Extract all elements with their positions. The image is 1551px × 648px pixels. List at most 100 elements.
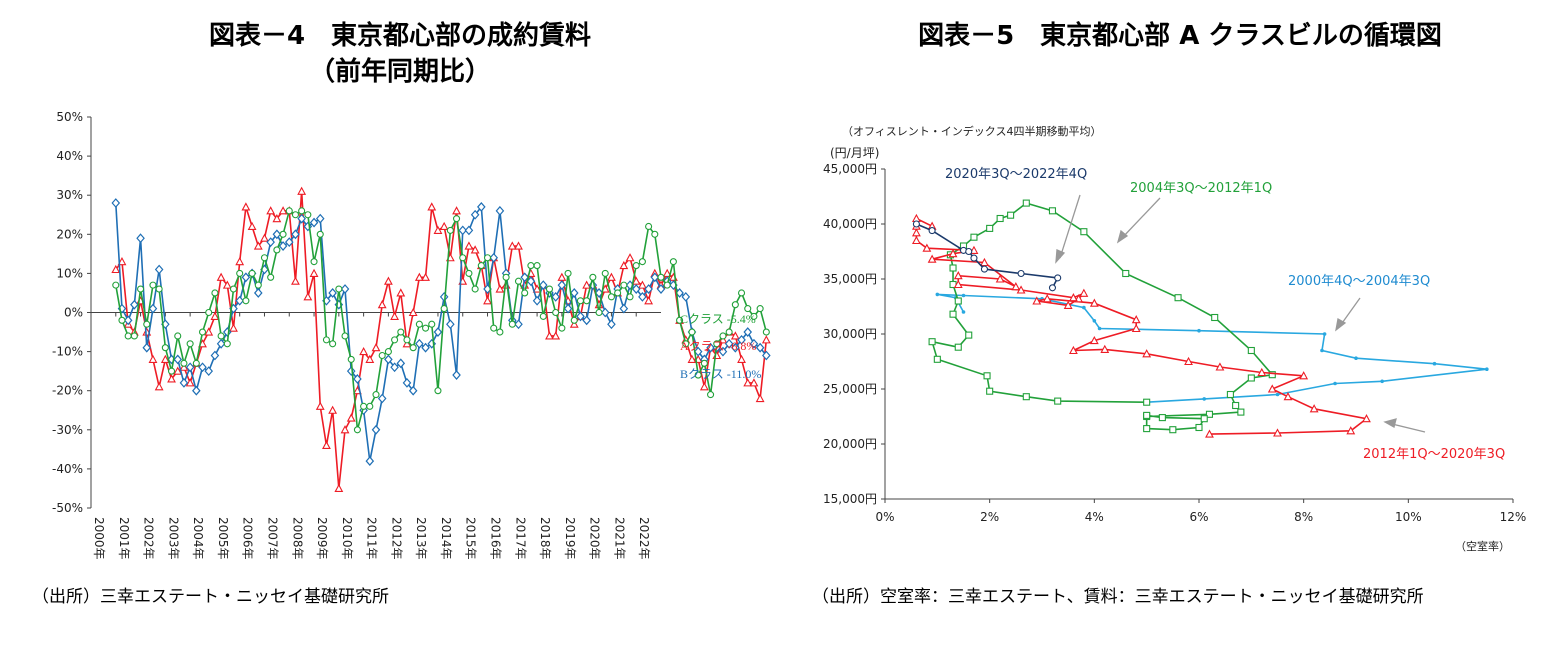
- left-series-2-point: [477, 202, 486, 212]
- left-y-tick-label: 50%: [56, 110, 83, 124]
- left-series-2-point: [551, 291, 560, 302]
- left-series-2-point: [402, 377, 412, 388]
- right-series-3-point: [1089, 298, 1099, 307]
- right-chart-subtitle: （オフィスレント・インデックス4四半期移動平均）: [842, 124, 1101, 138]
- left-series-3-point: [570, 316, 578, 324]
- annotation-2004-2012: 2004年3Q～2012年1Q: [1130, 181, 1272, 196]
- left-series-3-point: [192, 359, 200, 367]
- left-series-1-point: [408, 307, 418, 317]
- right-x-tick-label: 8%: [1294, 510, 1313, 524]
- left-series-3-point: [347, 355, 355, 363]
- left-series-1-point: [315, 401, 325, 410]
- left-x-tick-label: 2014年: [439, 517, 453, 560]
- left-series-3-point: [496, 328, 504, 336]
- left-series-3-point: [335, 285, 343, 293]
- left-series-3-point: [725, 328, 733, 336]
- left-series-2-point: [594, 288, 604, 298]
- left-series-3-point: [756, 305, 764, 313]
- left-series-1-point: [260, 233, 269, 242]
- left-series-1-point: [322, 440, 331, 449]
- right-series-1-point: [961, 310, 966, 314]
- left-series-2-point: [433, 327, 443, 337]
- left-series-2-point: [520, 272, 529, 283]
- left-series-1-point: [365, 354, 375, 363]
- right-y-tick-label: 25,000円: [823, 382, 877, 396]
- left-series-3-point: [750, 312, 758, 320]
- left-series-2-point: [576, 311, 585, 322]
- right-x-tick-label: 6%: [1189, 510, 1208, 524]
- right-series-2-point: [1122, 269, 1130, 278]
- right-chart-ylabel: (円/月坪): [830, 146, 879, 160]
- right-x-tick-label: 4%: [1085, 510, 1104, 524]
- left-series-3-point: [645, 222, 653, 231]
- left-series-2-point: [489, 252, 499, 263]
- left-y-tick-label: -40%: [52, 462, 83, 476]
- right-series-2-point: [983, 372, 991, 380]
- left-series-2-point: [123, 315, 133, 326]
- left-series-3-point: [657, 273, 665, 281]
- right-x-tick-label: 12%: [1500, 510, 1527, 524]
- left-series-1-point: [253, 241, 263, 250]
- left-series-2-point: [210, 350, 220, 361]
- left-series-3-point: [130, 332, 138, 340]
- left-series-3-point: [273, 246, 281, 254]
- right-series-3-point: [953, 271, 963, 280]
- left-series-3-point: [632, 262, 640, 270]
- left-series-2-point: [563, 303, 573, 314]
- left-series-3-point: [167, 367, 176, 375]
- right-series-2-point: [1143, 411, 1151, 419]
- right-series-3-point: [1068, 345, 1078, 355]
- left-x-tick-label: 2000年: [92, 517, 106, 560]
- left-series-1-point: [464, 241, 474, 250]
- left-series-1-point: [272, 213, 282, 223]
- left-series-1-point: [687, 354, 697, 363]
- left-series-2-point: [198, 362, 207, 373]
- left-series-2-point: [192, 385, 201, 396]
- right-series-3-point: [1089, 335, 1099, 345]
- left-series-3-point: [205, 308, 213, 317]
- right-series-3-point: [1042, 294, 1052, 303]
- right-series-1-point: [1275, 392, 1280, 397]
- left-series-3-point: [533, 262, 541, 270]
- left-series-1-point: [340, 425, 350, 434]
- right-series-2-point: [1158, 414, 1166, 422]
- left-series-end-label-2: Bクラス -11.0%: [680, 367, 761, 381]
- left-x-tick-label: 2010年: [340, 517, 354, 560]
- left-series-3-point: [459, 254, 467, 262]
- left-series-2-point: [582, 315, 591, 326]
- left-series-2-point: [762, 350, 771, 361]
- right-series-3-point: [1032, 296, 1042, 305]
- left-series-1-point: [185, 378, 195, 387]
- left-series-1-point: [730, 331, 740, 340]
- right-series-2-point: [1226, 390, 1234, 399]
- left-series-2-point: [291, 229, 300, 240]
- left-series-2-point: [148, 303, 158, 314]
- left-chart-source: （出所）三幸エステート・ニッセイ基礎研究所: [32, 587, 389, 607]
- left-series-2-point: [619, 303, 629, 314]
- left-series-2-point: [464, 225, 474, 236]
- right-series-3-point: [1215, 362, 1225, 371]
- left-x-tick-label: 2008年: [290, 517, 304, 560]
- left-series-3-point: [353, 426, 361, 434]
- right-series-4-point: [1048, 284, 1057, 292]
- right-series-3-point: [1205, 429, 1214, 438]
- right-series-3-point: [1283, 392, 1293, 401]
- left-series-3-point: [372, 391, 380, 399]
- right-series-4-point: [1054, 274, 1062, 282]
- left-series-1-point: [737, 354, 746, 363]
- annotation-2000-2004: 2000年4Q～2004年3Q: [1288, 274, 1430, 289]
- left-series-3-point: [471, 285, 479, 293]
- left-series-2-point: [216, 338, 226, 349]
- left-chart-title-line1: 図表－4 東京都心部の成約賃料: [208, 21, 592, 51]
- left-x-tick-label: 2019年: [563, 517, 577, 560]
- left-x-tick-label: 2022年: [637, 517, 651, 560]
- left-series-3-point: [229, 285, 238, 293]
- right-series-1-point: [1380, 379, 1384, 384]
- left-series-1-point: [421, 272, 430, 281]
- right-y-tick-label: 35,000円: [823, 272, 877, 286]
- left-series-3-point: [366, 402, 374, 410]
- left-x-tick-label: 2018年: [538, 517, 552, 560]
- left-series-2-point: [384, 354, 393, 365]
- right-series-3-point: [948, 249, 958, 258]
- left-series-2-point: [278, 241, 288, 251]
